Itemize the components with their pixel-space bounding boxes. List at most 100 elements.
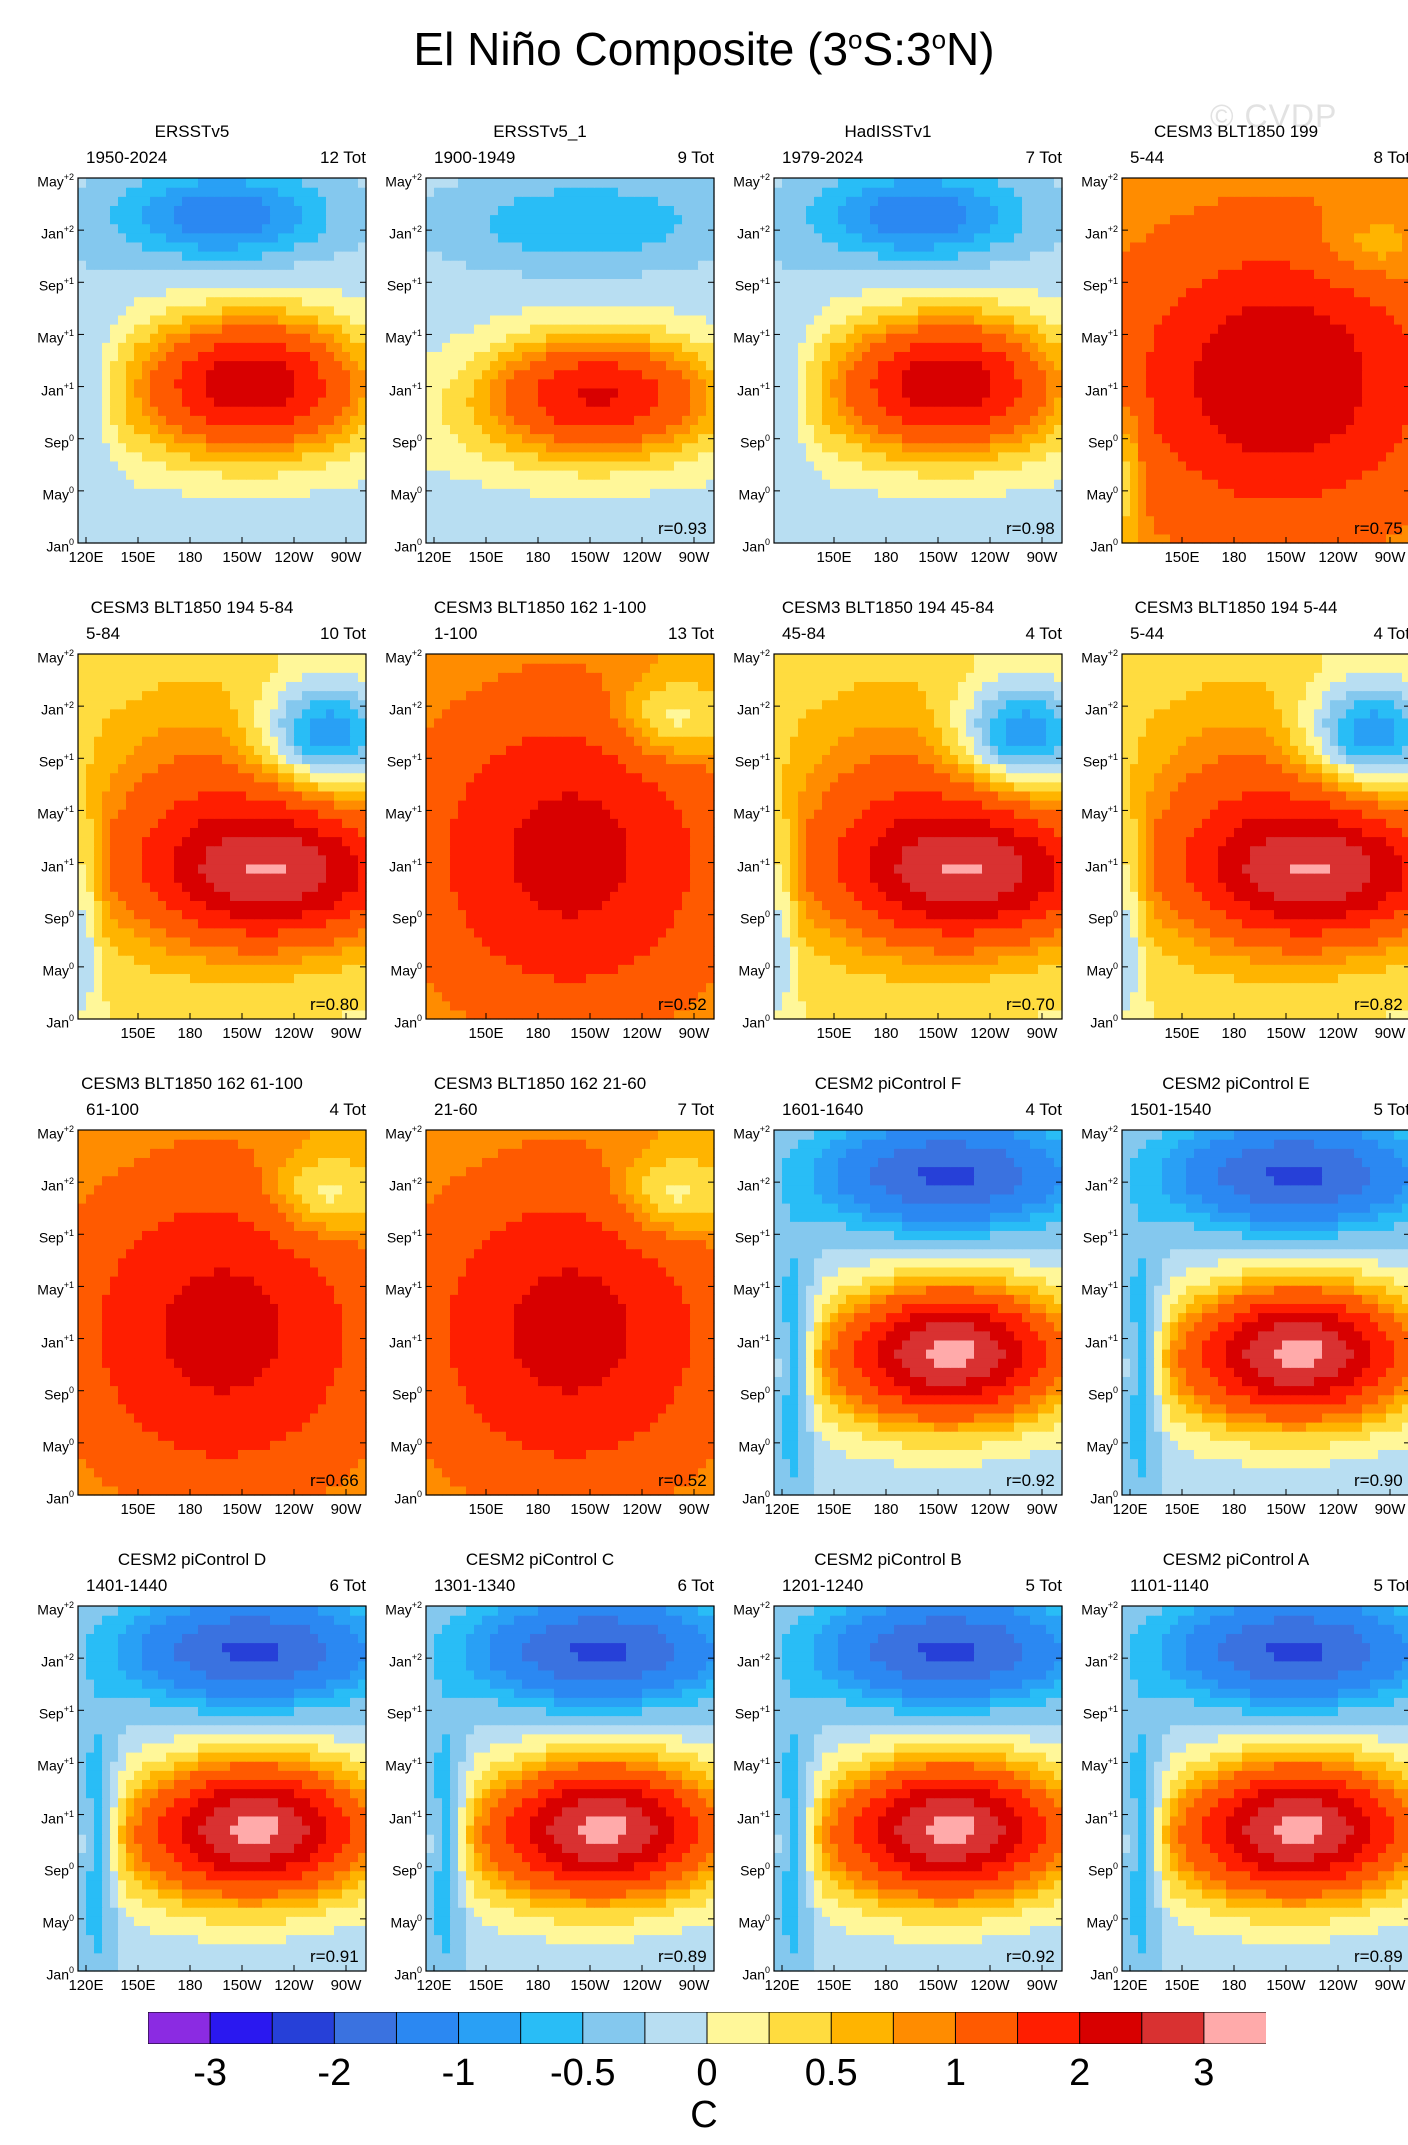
heatmap-cell bbox=[658, 433, 667, 444]
heatmap-cell bbox=[990, 533, 999, 544]
heatmap-cell bbox=[674, 214, 683, 225]
heatmap-cell bbox=[78, 260, 87, 270]
heatmap-cell bbox=[894, 397, 903, 407]
heatmap-cell bbox=[974, 214, 983, 225]
heatmap-cell bbox=[150, 178, 159, 188]
heatmap-cell bbox=[586, 187, 595, 197]
heatmap-cell bbox=[974, 196, 983, 206]
heatmap-cell bbox=[682, 397, 691, 407]
heatmap-cell bbox=[918, 305, 927, 316]
heatmap-cell bbox=[958, 479, 967, 489]
heatmap-cell bbox=[1186, 433, 1195, 444]
heatmap-cell bbox=[910, 533, 919, 544]
heatmap-cell bbox=[1046, 424, 1055, 435]
heatmap-cell bbox=[698, 324, 707, 334]
heatmap-cell bbox=[102, 406, 111, 416]
heatmap-cell bbox=[506, 387, 515, 398]
heatmap-cell bbox=[206, 241, 215, 252]
heatmap-cell bbox=[1202, 515, 1211, 526]
heatmap-cell bbox=[474, 479, 483, 489]
heatmap-cell bbox=[190, 342, 199, 352]
heatmap-cell bbox=[182, 333, 191, 343]
heatmap-cell bbox=[902, 470, 911, 480]
heatmap-cell bbox=[950, 251, 959, 261]
heatmap-cell bbox=[262, 397, 271, 407]
heatmap-cell bbox=[682, 269, 691, 279]
heatmap-cell bbox=[942, 442, 951, 453]
heatmap-cell bbox=[530, 178, 539, 188]
heatmap-cell bbox=[658, 415, 667, 425]
heatmap-cell bbox=[126, 360, 135, 371]
heatmap-cell bbox=[682, 205, 691, 216]
heatmap-cell bbox=[342, 387, 351, 398]
heatmap-cell bbox=[626, 497, 635, 508]
heatmap-cell bbox=[698, 524, 707, 535]
heatmap-cell bbox=[230, 406, 239, 416]
heatmap-cell bbox=[806, 360, 815, 371]
heatmap-cell bbox=[626, 214, 635, 225]
heatmap-cell bbox=[490, 260, 499, 270]
heatmap-cell bbox=[442, 369, 451, 380]
heatmap-cell bbox=[262, 406, 271, 416]
heatmap-cell bbox=[350, 260, 359, 270]
heatmap-cell bbox=[650, 488, 659, 498]
heatmap-cell bbox=[666, 333, 675, 343]
heatmap-cell bbox=[278, 451, 287, 462]
y-tick-label: Sep+1 bbox=[710, 274, 770, 294]
heatmap-cell bbox=[118, 232, 127, 243]
heatmap-cell bbox=[602, 196, 611, 206]
heatmap-cell bbox=[1330, 533, 1339, 544]
heatmap-cell bbox=[434, 488, 443, 498]
heatmap-cell bbox=[878, 460, 887, 471]
heatmap-cell bbox=[1014, 378, 1023, 389]
heatmap-cell bbox=[286, 415, 295, 425]
heatmap-cell bbox=[682, 369, 691, 380]
heatmap-cell bbox=[822, 460, 831, 471]
heatmap-cell bbox=[854, 360, 863, 371]
heatmap-cell bbox=[326, 497, 335, 508]
heatmap-cell bbox=[966, 278, 975, 289]
heatmap-cell bbox=[142, 488, 151, 498]
heatmap-cell bbox=[86, 296, 95, 307]
heatmap-cell bbox=[1022, 451, 1031, 462]
heatmap-cell bbox=[610, 406, 619, 416]
heatmap-cell bbox=[442, 397, 451, 407]
heatmap-cell bbox=[870, 360, 879, 371]
heatmap-cell bbox=[706, 488, 715, 498]
heatmap-cell bbox=[498, 342, 507, 352]
heatmap-cell bbox=[150, 488, 159, 498]
heatmap-cell bbox=[490, 296, 499, 307]
heatmap-cell bbox=[650, 415, 659, 425]
heatmap-cell bbox=[798, 351, 807, 362]
heatmap-cell bbox=[310, 305, 319, 316]
heatmap-cell bbox=[1242, 479, 1251, 489]
heatmap-cell bbox=[150, 470, 159, 480]
heatmap-cell bbox=[458, 205, 467, 216]
heatmap-cell bbox=[1014, 515, 1023, 526]
heatmap-cell bbox=[118, 497, 127, 508]
panel-title: CESM3 BLT1850 199 bbox=[1062, 122, 1408, 142]
heatmap-cell bbox=[830, 406, 839, 416]
heatmap-cell bbox=[294, 397, 303, 407]
heatmap-cell bbox=[1006, 305, 1015, 316]
heatmap-cell bbox=[554, 479, 563, 489]
heatmap-cell bbox=[642, 178, 651, 188]
heatmap-cell bbox=[706, 360, 715, 371]
heatmap-cell bbox=[570, 533, 579, 544]
heatmap-cell bbox=[578, 333, 587, 343]
heatmap-cell bbox=[206, 178, 215, 188]
heatmap-cell bbox=[514, 296, 523, 307]
heatmap-cell bbox=[942, 397, 951, 407]
heatmap-cell bbox=[806, 506, 815, 517]
heatmap-cell bbox=[538, 497, 547, 508]
heatmap-cell bbox=[318, 214, 327, 225]
heatmap-cell bbox=[498, 296, 507, 307]
heatmap-cell bbox=[894, 251, 903, 261]
heatmap-cell bbox=[886, 424, 895, 435]
heatmap-cell bbox=[1006, 488, 1015, 498]
heatmap-cell bbox=[974, 442, 983, 453]
heatmap-cell bbox=[910, 497, 919, 508]
heatmap-cell bbox=[442, 378, 451, 389]
heatmap-cell bbox=[602, 451, 611, 462]
heatmap-cell bbox=[974, 333, 983, 343]
